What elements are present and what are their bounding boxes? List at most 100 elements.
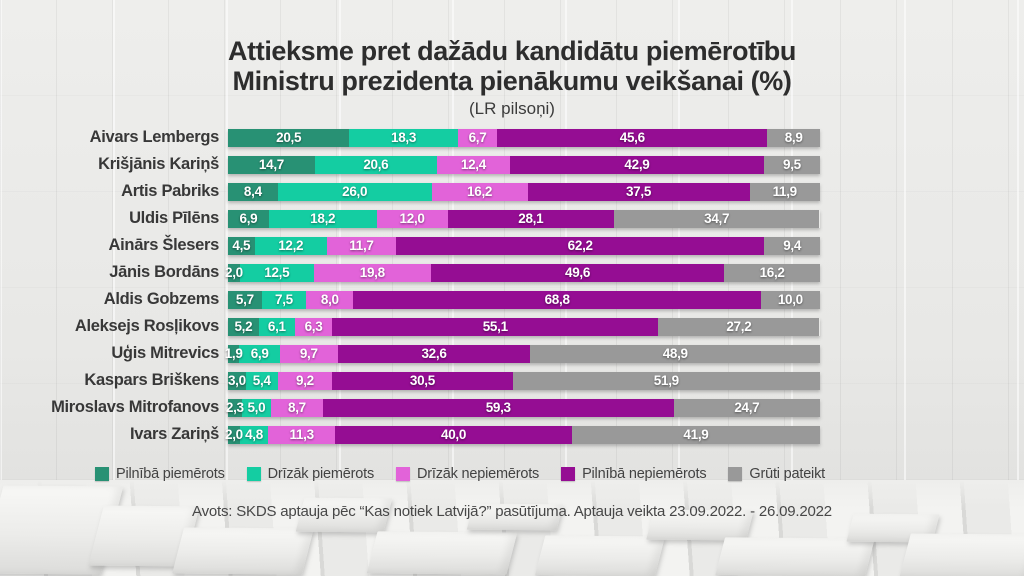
candidate-name-label: Miroslavs Mitrofanovs [51, 398, 219, 416]
chart-legend: Pilnībā piemērots Drīzāk piemērots Drīzā… [95, 466, 825, 482]
segment-value-label: 20,6 [363, 157, 389, 172]
segment-value-label: 32,6 [421, 346, 447, 361]
bar-segment: 2,3 [225, 398, 244, 417]
candidate-name-label: Ivars Zariņš [129, 425, 219, 443]
chart-title-line-1: Attieksme pret dažādu kandidātu piemērot… [228, 36, 796, 66]
segment-value-label: 6,9 [239, 211, 258, 226]
segment-value-label: 37,5 [625, 184, 652, 199]
stacked-bar: 5,2 6,1 6,3 55,1 27,2 [228, 317, 820, 336]
chart-row: Uģis Mitrevics 1,9 6,9 9,7 32,6 48,9 [22, 340, 820, 367]
stacked-bar: 5,7 7,5 8,0 68,8 10,0 [228, 290, 820, 309]
segment-value-label: 9,2 [295, 373, 314, 388]
chart-row: Krišjānis Kariņš 14,7 20,6 12,4 42,9 9,5 [22, 151, 821, 178]
segment-value-label: 11,7 [349, 238, 374, 253]
chart-title-line-2: Ministru prezidenta pienākumu veikšanai … [232, 66, 792, 96]
bar-segment: 4,8 [239, 425, 269, 444]
segment-value-label: 9,7 [299, 346, 318, 361]
segment-value-label: 11,3 [289, 427, 315, 442]
bar-segment: 6,1 [258, 317, 295, 336]
bar-segment: 16,2 [724, 263, 820, 282]
bar-segment: 14,7 [228, 155, 315, 174]
candidate-name-label: Kaspars Briškens [84, 371, 219, 389]
segment-value-label: 20,5 [276, 130, 302, 145]
bar-segment: 12,5 [239, 263, 314, 282]
bar-segment: 2,0 [224, 263, 243, 282]
bar-segment: 1,9 [225, 344, 243, 363]
bar-segment: 5,2 [228, 317, 259, 336]
candidate-name-label: Uģis Mitrevics [111, 344, 219, 362]
stacked-bar: 6,9 18,2 12,0 28,1 34,7 [228, 209, 820, 228]
bar-segment: 32,6 [337, 344, 531, 363]
segment-value-label: 2,0 [224, 265, 243, 280]
segment-value-label: 9,4 [783, 238, 802, 253]
segment-value-label: 45,6 [619, 130, 645, 145]
bar-segment: 62,2 [396, 236, 765, 255]
segment-value-label: 62,2 [567, 238, 593, 253]
segment-value-label: 9,5 [782, 157, 801, 172]
bar-segment: 6,7 [457, 128, 498, 147]
legend-swatch-icon [95, 467, 109, 481]
segment-value-label: 40,0 [440, 427, 467, 442]
bar-segment: 48,9 [530, 344, 820, 363]
legend-item-label: Drīzāk nepiemērots [416, 466, 540, 482]
bar-segment: 49,6 [430, 263, 725, 282]
segment-value-label: 26,0 [342, 184, 368, 199]
segment-value-label: 6,3 [304, 319, 323, 334]
candidate-name-label: Aldis Gobzems [103, 290, 220, 308]
stacked-bar: 2,3 5,0 8,7 59,3 24,7 [225, 398, 820, 417]
bar-segment: 16,2 [431, 182, 528, 201]
segment-value-label: 16,2 [759, 265, 785, 280]
segment-value-label: 28,1 [518, 211, 544, 226]
bar-segment: 27,2 [658, 317, 820, 336]
bar-segment: 11,3 [268, 425, 336, 444]
bar-segment: 19,8 [313, 263, 431, 282]
studio-blocks-background [0, 480, 1024, 576]
segment-value-label: 4,5 [232, 238, 251, 253]
bar-segment: 6,9 [228, 209, 269, 228]
bar-segment: 20,5 [228, 128, 350, 147]
stacked-bar-chart: Aivars Lembergs 20,5 18,3 6,7 45,6 8,9 K… [22, 124, 821, 448]
segment-value-label: 55,1 [482, 319, 508, 334]
candidate-name-label: Aivars Lembergs [89, 128, 220, 146]
segment-value-label: 12,2 [278, 238, 304, 253]
candidate-name-label: Krišjānis Kariņš [98, 155, 219, 173]
legend-swatch-icon [561, 467, 576, 481]
bar-segment: 41,9 [571, 425, 820, 444]
segment-value-label: 42,9 [624, 157, 650, 172]
stacked-bar: 14,7 20,6 12,4 42,9 9,5 [228, 155, 821, 174]
segment-value-label: 16,2 [467, 184, 493, 199]
segment-value-label: 12,5 [264, 265, 290, 280]
candidate-name-label: Uldis Pīlēns [129, 209, 219, 227]
bar-segment: 9,7 [280, 344, 338, 363]
chart-row: Ainārs Šlesers 4,5 12,2 11,7 62,2 9,4 [22, 232, 820, 259]
bar-segment: 55,1 [332, 317, 659, 336]
segment-value-label: 4,8 [245, 427, 263, 442]
bar-segment: 68,8 [353, 290, 761, 309]
bar-segment: 20,6 [314, 155, 437, 174]
segment-value-label: 59,3 [485, 400, 511, 415]
bar-segment: 40,0 [335, 425, 572, 444]
bar-segment: 12,2 [254, 236, 327, 255]
legend-item-label: Pilnībā nepiemērots [582, 466, 707, 482]
segment-value-label: 14,7 [258, 157, 284, 172]
segment-value-label: 2,3 [225, 400, 244, 415]
segment-value-label: 5,0 [247, 400, 266, 415]
chart-row: Aivars Lembergs 20,5 18,3 6,7 45,6 8,9 [22, 124, 820, 151]
segment-value-label: 18,2 [310, 211, 336, 226]
bar-segment: 18,2 [268, 209, 377, 228]
stacked-bar: 20,5 18,3 6,7 45,6 8,9 [228, 128, 820, 147]
background-block [366, 531, 518, 575]
segment-value-label: 10,0 [777, 292, 803, 307]
chart-row: Miroslavs Mitrofanovs 2,3 5,0 8,7 59,3 2… [22, 394, 820, 421]
segment-value-label: 5,4 [252, 373, 271, 388]
legend-item: Drīzāk piemērots [246, 466, 374, 482]
segment-value-label: 49,6 [564, 265, 591, 280]
stacked-bar: 2,0 12,5 19,8 49,6 16,2 [224, 263, 820, 282]
legend-item-label: Pilnībā piemērots [116, 466, 225, 482]
legend-item-label: Grūti pateikt [749, 466, 825, 482]
segment-value-label: 5,2 [234, 319, 253, 334]
segment-value-label: 12,4 [460, 157, 486, 172]
segment-value-label: 6,9 [250, 346, 269, 361]
segment-value-label: 6,1 [267, 319, 286, 334]
